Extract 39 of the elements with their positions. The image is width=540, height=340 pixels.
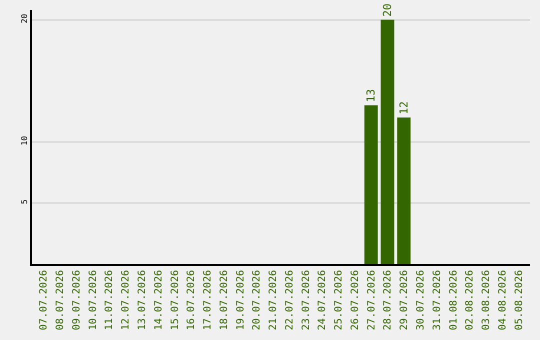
bar [397, 117, 411, 264]
x-tick-label: 03.08.2026 [481, 270, 492, 330]
x-tick-label: 01.08.2026 [448, 270, 460, 330]
x-tick-label: 14.07.2026 [153, 270, 164, 330]
x-tick-label: 02.08.2026 [464, 270, 476, 330]
data-label: 13 [364, 89, 378, 102]
x-tick-label: 07.07.2026 [38, 270, 50, 330]
x-tick-label: 19.07.2026 [235, 270, 246, 330]
x-tick-label: 10.07.2026 [88, 270, 99, 330]
x-tick-label: 18.07.2026 [218, 270, 230, 330]
x-tick-label: 17.07.2026 [202, 270, 214, 330]
data-label: 12 [397, 101, 410, 114]
x-tick-label: 05.08.2026 [514, 270, 525, 330]
bar [380, 20, 394, 264]
data-label: 20 [380, 4, 394, 17]
x-tick-label: 15.07.2026 [170, 270, 181, 330]
x-tick-label: 28.07.2026 [382, 270, 394, 330]
x-tick-label: 12.07.2026 [120, 270, 132, 330]
x-tick-label: 25.07.2026 [334, 270, 345, 330]
x-tick-label: 21.07.2026 [268, 270, 280, 330]
x-tick-label: 22.07.2026 [284, 270, 296, 330]
x-tick-label: 27.07.2026 [366, 270, 378, 330]
x-tick-label: 13.07.2026 [137, 270, 148, 330]
x-tick-label: 31.07.2026 [432, 270, 443, 330]
x-tick-label: 11.07.2026 [104, 270, 116, 330]
x-tick-label: 04.08.2026 [497, 270, 508, 330]
y-tick-label: 5 [20, 199, 29, 204]
y-tick-label: 10 [20, 136, 29, 146]
bar [364, 105, 378, 264]
y-tick-label: 20 [20, 14, 29, 24]
x-tick-label: 16.07.2026 [186, 270, 198, 330]
x-tick-label: 20.07.2026 [252, 270, 263, 330]
x-tick-label: 26.07.2026 [350, 270, 361, 330]
x-tick-label: 09.07.2026 [71, 270, 82, 330]
x-tick-label: 24.07.2026 [317, 270, 328, 330]
x-tick-label: 29.07.2026 [399, 270, 410, 330]
x-tick-label: 08.07.2026 [55, 270, 66, 330]
x-tick-label: 30.07.2026 [415, 270, 426, 330]
x-tick-label: 23.07.2026 [300, 270, 312, 330]
